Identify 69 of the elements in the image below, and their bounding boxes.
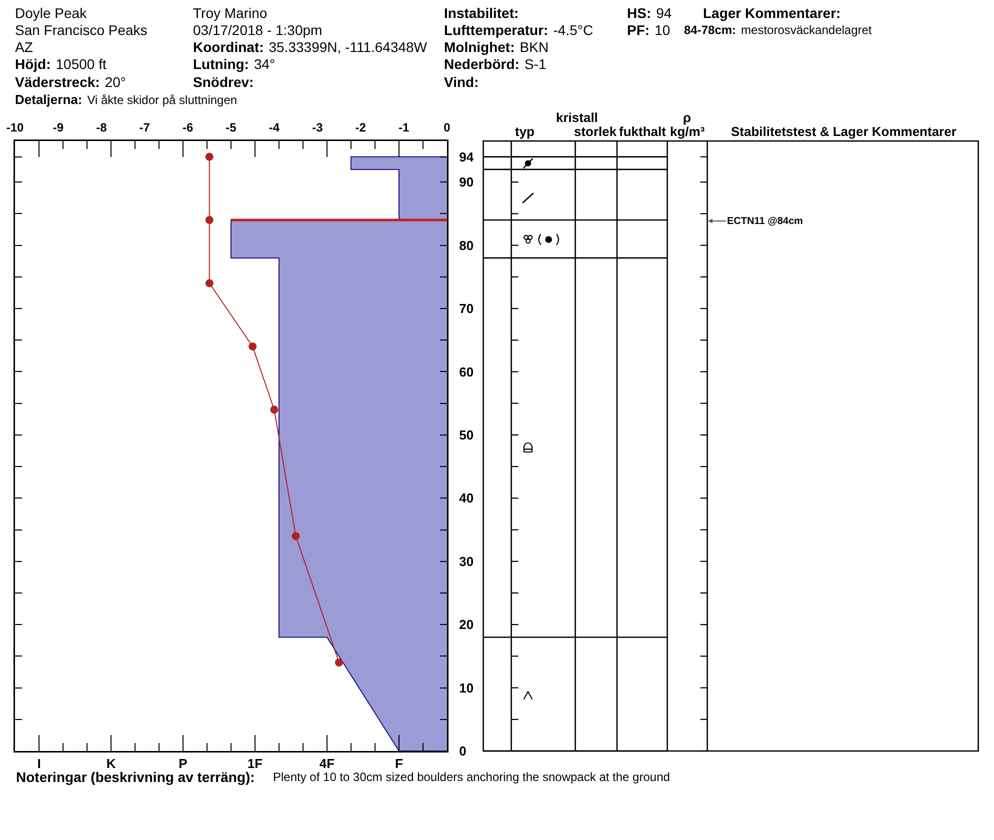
y-tick-label: 20 xyxy=(459,617,474,632)
text: Snödrev: xyxy=(193,74,254,90)
y-tick-label: 70 xyxy=(459,301,474,316)
text: typ xyxy=(515,124,535,139)
text: Lufttemperatur: xyxy=(444,22,548,38)
text: Nederbörd: xyxy=(444,56,520,72)
text: 20° xyxy=(104,74,126,90)
text: 84-78cm: xyxy=(684,23,736,37)
text: Lutning: xyxy=(193,56,249,72)
text: Lager Kommentarer: xyxy=(703,5,841,21)
y-tick-label: 10 xyxy=(459,680,474,696)
text: ECTN11 @84cm xyxy=(727,216,804,227)
y-tick-label: 50 xyxy=(459,427,474,442)
text: 94 xyxy=(656,5,672,21)
text: ρ xyxy=(683,110,692,125)
x2-tick-label: -7 xyxy=(139,120,150,135)
y-tick-label: 60 xyxy=(459,364,474,380)
x-tick-label: 4F xyxy=(319,756,335,772)
y-tick-label: 90 xyxy=(459,174,474,190)
text: Stabilitetstest & Lager Kommentarer xyxy=(731,124,956,139)
text: AZ xyxy=(15,39,33,55)
x2-tick-label: -8 xyxy=(96,120,108,135)
x2-tick-label: -9 xyxy=(52,120,64,135)
x2-tick-label: -3 xyxy=(312,120,324,135)
text: San Francisco Peaks xyxy=(15,22,148,38)
text: storlek xyxy=(574,124,618,139)
x-tick-label: 1F xyxy=(247,756,263,772)
y-tick-label: 30 xyxy=(459,554,474,569)
text: fukthalt xyxy=(619,124,667,139)
text: mestorosväckandelagret xyxy=(741,23,872,37)
y-tick-label: 80 xyxy=(459,238,474,253)
text: 10 xyxy=(654,22,670,38)
y-tick-label: 94 xyxy=(459,149,474,164)
text: Noteringar (beskrivning av terräng): xyxy=(16,769,255,785)
text: 03/17/2018 - 1:30pm xyxy=(193,22,322,38)
x2-tick-label: 0 xyxy=(444,120,451,135)
text: HS: xyxy=(627,5,652,21)
text: Vi åkte skidor på sluttningen xyxy=(87,93,238,107)
text: -4.5°C xyxy=(553,22,594,38)
text: Troy Marino xyxy=(193,5,268,21)
text: Detaljerna: xyxy=(15,92,82,107)
text: 35.33399N, -111.64348W xyxy=(268,39,428,55)
x-tick-label: K xyxy=(106,756,116,772)
text: S-1 xyxy=(524,56,546,72)
y-tick-label: 0 xyxy=(459,744,466,759)
text: Molnighet: xyxy=(444,39,515,55)
text: 10500 ft xyxy=(56,56,106,72)
text: Höjd: xyxy=(15,56,51,72)
text: 34° xyxy=(254,56,276,72)
x-tick-label: F xyxy=(395,756,404,772)
text: kristall xyxy=(556,110,598,125)
x2-tick-label: -6 xyxy=(182,120,194,135)
text: PF: xyxy=(627,22,650,38)
text: Koordinat: xyxy=(193,39,264,55)
x-tick-label: I xyxy=(37,756,41,772)
x2-tick-label: -2 xyxy=(355,120,366,135)
text: Vind: xyxy=(444,74,479,90)
text: BKN xyxy=(520,39,549,55)
x-tick-label: P xyxy=(178,756,188,772)
y-tick-label: 40 xyxy=(459,490,474,506)
text: Plenty of 10 to 30cm sized boulders anchoring the snowpack at the ground xyxy=(273,770,670,784)
text: kg/m³ xyxy=(670,124,706,139)
x2-tick-label: -1 xyxy=(398,120,410,135)
x2-tick-label: -10 xyxy=(6,120,24,135)
text: Doyle Peak xyxy=(15,5,87,21)
text: Väderstreck: xyxy=(15,74,100,90)
x2-tick-label: -4 xyxy=(268,120,280,135)
text: Instabilitet: xyxy=(444,5,519,21)
x2-tick-label: -5 xyxy=(226,120,237,135)
